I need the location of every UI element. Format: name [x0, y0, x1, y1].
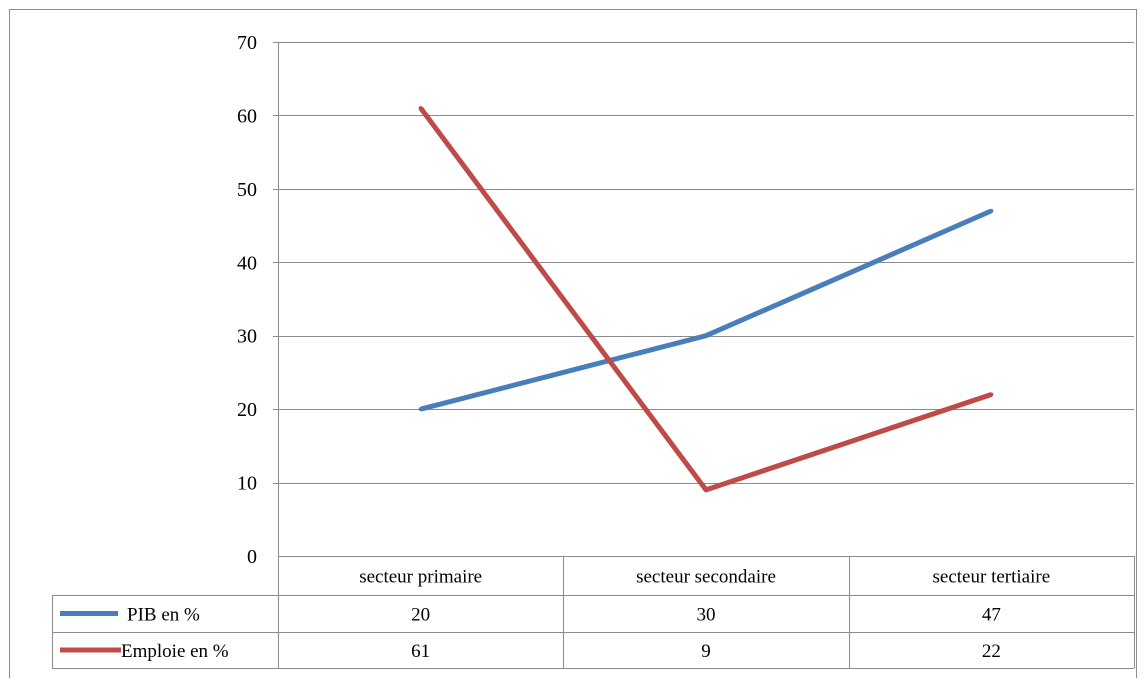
category-label: secteur secondaire	[636, 567, 776, 588]
data-point	[418, 407, 423, 412]
gridlines	[273, 42, 1134, 557]
series-line-1	[420, 208, 993, 412]
y-tick-label: 50	[237, 179, 257, 201]
data-point	[989, 208, 994, 213]
category-label: secteur tertiaire	[933, 567, 1051, 588]
data-table-value: 9	[701, 641, 711, 662]
series-lines	[418, 106, 994, 493]
series-name-label: PIB en %	[127, 605, 200, 626]
y-tick-label: 10	[237, 473, 257, 495]
data-point	[704, 487, 708, 492]
data-table-value: 22	[982, 641, 1001, 662]
data-table-value: 20	[411, 605, 430, 626]
data-table-value: 30	[697, 605, 716, 626]
y-axis-tick-labels: 0 10 20 30 40 50 60 70	[237, 32, 257, 568]
data-table-value: 47	[982, 605, 1001, 626]
data-table-value: 61	[411, 641, 430, 662]
y-tick-label: 60	[237, 105, 257, 127]
data-point	[418, 106, 423, 111]
y-tick-label: 30	[237, 326, 257, 348]
data-table: secteur primaire secteur secondaire secteu…	[52, 556, 1135, 669]
series-line-2	[418, 106, 993, 493]
y-tick-label: 20	[237, 399, 257, 421]
data-point	[989, 392, 994, 397]
y-tick-label: 40	[237, 252, 257, 274]
data-point	[704, 333, 708, 338]
series-name-label: Emploie en %	[121, 641, 229, 662]
chart-border	[9, 9, 1137, 683]
y-tick-label: 70	[237, 32, 257, 54]
category-label: secteur primaire	[359, 567, 482, 588]
y-tick-label: 0	[247, 546, 257, 568]
